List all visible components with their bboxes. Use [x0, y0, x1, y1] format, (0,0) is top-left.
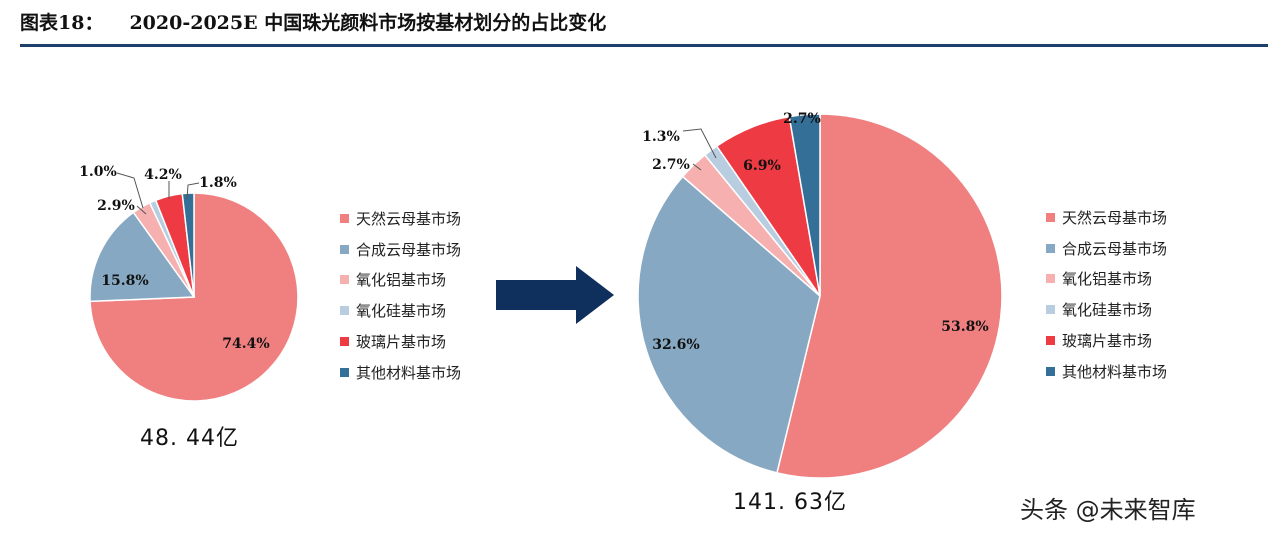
- slice-label: 2.9%: [97, 198, 135, 214]
- legend-swatch: [1046, 274, 1055, 284]
- total-2025e: 141. 63亿: [733, 490, 847, 515]
- legend-item: 氧化硅基市场: [1046, 294, 1167, 325]
- leader-line: [186, 182, 200, 200]
- legend-2025e: 天然云母基市场 合成云母基市场 氧化铝基市场 氧化硅基市场 玻璃片基市场 其他材料基市场: [1046, 202, 1167, 387]
- pie-slice: [788, 113, 821, 297]
- legend-swatch: [1046, 243, 1055, 253]
- leader-line: [692, 163, 702, 171]
- pie-slice: [181, 192, 195, 298]
- legend-swatch: [340, 337, 349, 347]
- legend-item: 玻璃片基市场: [340, 326, 461, 357]
- legend-swatch: [1046, 336, 1055, 346]
- title-rule: [20, 44, 1268, 47]
- legend-swatch: [1046, 212, 1055, 222]
- slice-label: 74.4%: [222, 336, 269, 352]
- leader-line: [682, 128, 717, 159]
- slice-label: 32.6%: [652, 337, 699, 353]
- watermark: 头条 @未来智库: [1020, 496, 1196, 524]
- leader-line: [136, 205, 147, 215]
- leader-line: [116, 172, 144, 209]
- legend-swatch: [340, 213, 349, 223]
- legend-swatch: [340, 275, 349, 285]
- transition-arrow-icon: [496, 266, 614, 324]
- pie-slice: [89, 211, 196, 303]
- legend-swatch: [340, 306, 349, 316]
- slice-label: 6.9%: [743, 158, 781, 174]
- chart-title: 2020-2025E 中国珠光颜料市场按基材划分的占比变化: [129, 12, 607, 34]
- slice-label: 2.7%: [652, 157, 690, 173]
- legend-swatch: [340, 367, 349, 377]
- legend-label: 合成云母基市场: [1062, 239, 1168, 258]
- legend-label: 氧化铝基市场: [1062, 270, 1153, 289]
- slice-label: 2.7%: [783, 111, 821, 127]
- legend-label: 氧化铝基市场: [356, 271, 447, 290]
- legend-label: 氧化硅基市场: [356, 302, 447, 321]
- legend-item: 天然云母基市场: [1046, 202, 1167, 233]
- slice-label: 1.8%: [199, 175, 237, 191]
- legend-swatch: [1046, 366, 1055, 376]
- slice-label: 1.3%: [642, 129, 680, 145]
- legend-item: 合成云母基市场: [340, 234, 461, 265]
- total-2020: 48. 44亿: [140, 426, 239, 451]
- legend-label: 天然云母基市场: [356, 209, 462, 228]
- legend-item: 氧化铝基市场: [340, 265, 461, 296]
- legend-2020: 天然云母基市场 合成云母基市场 氧化铝基市场 氧化硅基市场 玻璃片基市场 其他材料基市场: [340, 203, 461, 388]
- legend-item: 氧化硅基市场: [340, 295, 461, 326]
- legend-item: 合成云母基市场: [1046, 233, 1167, 264]
- legend-label: 玻璃片基市场: [1062, 332, 1153, 351]
- figure-label: 图表18：: [20, 12, 104, 34]
- legend-label: 天然云母基市场: [1062, 208, 1168, 227]
- pie-slice: [776, 113, 1003, 479]
- legend-label: 其他材料基市场: [1062, 362, 1168, 381]
- legend-label: 合成云母基市场: [356, 240, 462, 259]
- page-title: 图表18： 2020-2025E 中国珠光颜料市场按基材划分的占比变化: [20, 8, 606, 35]
- legend-swatch: [1046, 305, 1055, 315]
- pie-1: 53.8% 32.6% 2.7% 1.3% 6.9% 2.7%: [637, 111, 1003, 479]
- slice-label: 1.0%: [79, 164, 117, 180]
- slice-label: 53.8%: [941, 319, 988, 335]
- slice-label: 4.2%: [144, 167, 182, 183]
- legend-label: 氧化硅基市场: [1062, 301, 1153, 320]
- legend-item: 其他材料基市场: [340, 357, 461, 388]
- legend-item: 其他材料基市场: [1046, 356, 1167, 387]
- legend-item: 氧化铝基市场: [1046, 264, 1167, 295]
- legend-item: 玻璃片基市场: [1046, 325, 1167, 356]
- slice-label: 15.8%: [101, 273, 148, 289]
- legend-label: 玻璃片基市场: [356, 333, 447, 352]
- legend-swatch: [340, 244, 349, 254]
- pie-0: 74.4% 15.8% 2.9% 1.0% 4.2% 1.8%: [79, 164, 299, 402]
- legend-item: 天然云母基市场: [340, 203, 461, 234]
- pie-slice: [637, 175, 821, 474]
- legend-label: 其他材料基市场: [356, 363, 462, 382]
